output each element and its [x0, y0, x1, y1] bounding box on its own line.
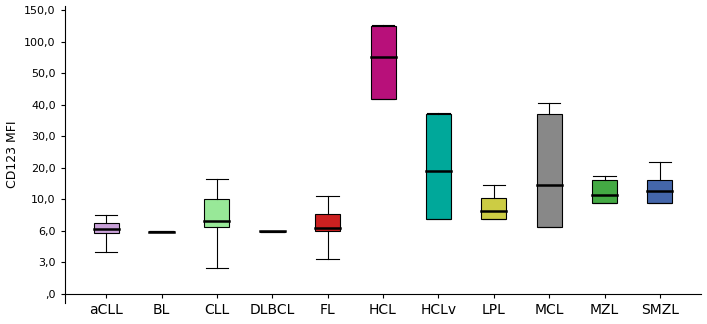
Bar [481, 198, 506, 219]
Bar [204, 199, 229, 227]
Bar [315, 214, 340, 231]
Bar [648, 180, 672, 203]
Bar [592, 180, 617, 203]
Bar [260, 231, 285, 232]
Bar [537, 114, 561, 227]
Bar [94, 223, 119, 233]
Bar [370, 26, 395, 98]
Y-axis label: CD123 MFI: CD123 MFI [6, 121, 18, 188]
Bar [149, 231, 174, 232]
Bar [426, 114, 451, 219]
